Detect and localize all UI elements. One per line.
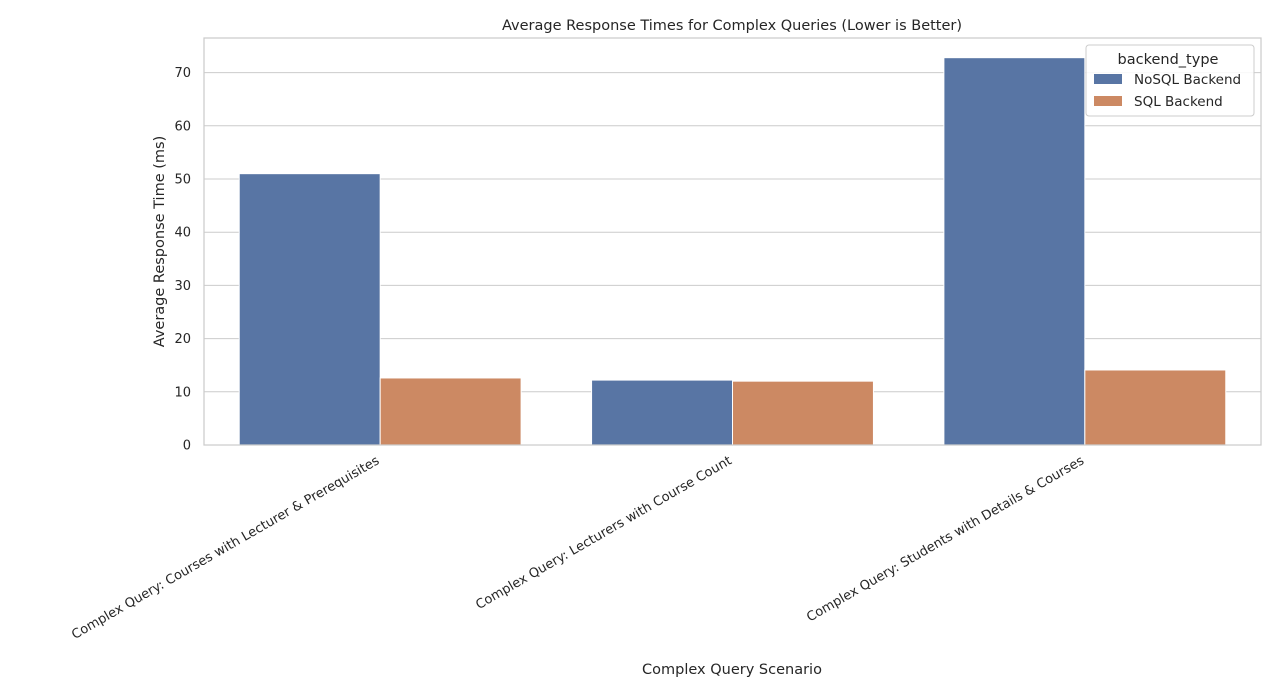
y-tick-label: 20 [174,332,191,347]
y-tick-label: 30 [174,279,191,294]
y-axis-label: Average Response Time (ms) [152,136,168,348]
x-axis-label: Complex Query Scenario [642,662,822,678]
y-tick-label: 10 [174,385,191,400]
y-tick-label: 50 [174,172,191,187]
legend-swatch [1094,96,1122,106]
bar-sql-2 [1084,369,1227,446]
legend-items: NoSQL Backend SQL Backend [1094,72,1241,110]
bars [238,57,1227,446]
bar-nosql-1 [591,379,733,446]
y-tick-label: 0 [183,439,191,454]
bar-nosql-0 [238,173,381,446]
y-tick-label: 40 [174,226,191,241]
legend-swatch [1094,74,1122,84]
legend-label: SQL Backend [1134,94,1223,110]
legend: backend_type NoSQL Backend SQL Backend [1085,44,1255,117]
bar-sql-0 [379,377,522,446]
x-tick-label: Complex Query: Courses with Lecturer & P… [69,453,382,642]
bar-nosql-2 [943,57,1086,446]
y-axis-ticks: 0 10 20 30 40 50 60 70 [174,66,191,453]
bar-sql-1 [732,380,874,446]
chart-title: Average Response Times for Complex Queri… [502,18,962,34]
legend-title: backend_type [1118,52,1219,68]
legend-box [1085,44,1255,117]
x-tick-label: Complex Query: Lecturers with Course Cou… [473,453,734,612]
plot-frame [203,37,1262,446]
x-axis-ticks: Complex Query: Courses with Lecturer & P… [69,453,1087,642]
y-tick-label: 70 [174,66,191,81]
y-tick-label: 60 [174,119,191,134]
x-tick-label: Complex Query: Students with Details & C… [804,453,1087,625]
legend-label: NoSQL Backend [1134,72,1241,88]
